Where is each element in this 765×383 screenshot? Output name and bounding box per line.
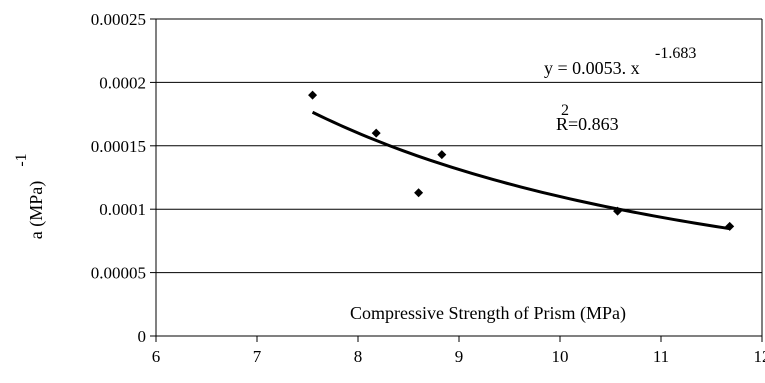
y-axis-label-exponent: -1 <box>13 153 30 166</box>
x-tick-label: 10 <box>552 347 569 366</box>
r-squared-value: R=0.863 <box>556 114 619 134</box>
x-axis-label: Compressive Strength of Prism (MPa) <box>350 303 626 324</box>
data-point <box>414 188 424 198</box>
y-tick-label: 0 <box>138 327 147 346</box>
x-tick-label: 9 <box>455 347 464 366</box>
x-tick-label: 11 <box>653 347 669 366</box>
data-point <box>437 150 447 160</box>
x-tick-labels: 6 7 8 9 10 11 12 <box>152 347 765 366</box>
power-trendline <box>311 110 730 231</box>
x-tick-label: 7 <box>253 347 262 366</box>
data-point <box>613 206 623 216</box>
y-axis-label: a (MPa) <box>26 181 47 239</box>
y-tick-labels: 0 0.00005 0.0001 0.00015 0.0002 0.00025 <box>91 10 146 346</box>
x-tick-label: 8 <box>354 347 363 366</box>
data-point <box>308 90 318 100</box>
data-point <box>371 128 381 138</box>
y-tick-label: 0.00015 <box>91 137 146 156</box>
data-point <box>725 221 735 231</box>
x-tick-label: 12 <box>754 347 765 366</box>
data-points <box>308 90 735 231</box>
axes <box>150 18 763 342</box>
x-tick-label: 6 <box>152 347 161 366</box>
gridlines <box>156 18 762 274</box>
trendline-equation-exponent: -1.683 <box>655 45 696 62</box>
trendline-equation: y = 0.0053. x <box>544 58 640 78</box>
r-squared-exponent: 2 <box>561 102 569 119</box>
y-tick-label: 0.00025 <box>91 10 146 29</box>
y-tick-label: 0.00005 <box>91 264 146 283</box>
y-tick-label: 0.0002 <box>99 73 146 92</box>
y-tick-label: 0.0001 <box>99 200 146 219</box>
